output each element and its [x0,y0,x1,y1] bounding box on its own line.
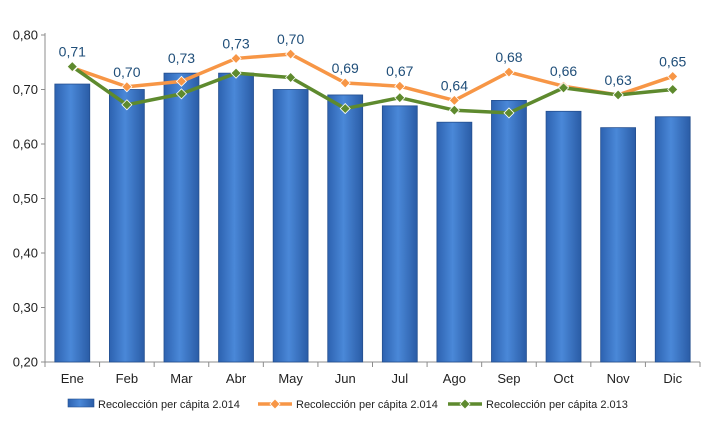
data-labels: 0,71 0,70 0,73 0,73 0,70 0,69 0,67 0,64 0,68 0,66… [59,31,687,93]
x-tick-label: Mar [170,371,193,386]
y-tick-label: 0,80 [13,28,38,43]
legend: Recolección per cápita 2.014 Recolección … [67,398,628,411]
line-point [557,82,570,94]
data-label: 0,68 [495,49,522,65]
line-point [503,66,515,78]
line-point [612,89,624,101]
x-tick-label: Abr [226,371,247,386]
x-tick-label: Jun [335,371,356,386]
y-tick-label: 0,20 [13,355,38,370]
data-label: 0,63 [605,72,632,88]
line-point [121,99,133,111]
bar [545,110,582,363]
series-line [71,52,674,103]
legend-label: Recolección per cápita 2.014 [98,399,240,411]
legend-label: Recolección per cápita 2.014 [296,399,438,411]
legend-marker [269,398,281,410]
bar [163,72,200,363]
data-label: 0,66 [550,63,577,79]
y-tick-label: 0,30 [13,300,38,315]
legend-swatch [67,398,95,408]
line-point [394,80,406,92]
data-label: 0,67 [386,63,413,79]
x-tick-label: Ene [61,371,84,386]
x-axis: Ene Feb Mar Abr May Jun Jul Ago Sep Oct Nov Dic [44,361,701,386]
data-label: 0,70 [277,31,304,47]
bar [218,72,254,363]
line-point [121,81,133,93]
bar [654,116,691,363]
y-tick-label: 0,50 [13,191,38,206]
line-point [285,71,297,84]
y-tick-label: 0,70 [13,82,38,97]
bar [600,127,636,363]
x-tick-label: Feb [116,371,138,386]
line-point [175,75,188,87]
line-point [66,61,78,73]
series-line [71,65,673,115]
data-label: 0,73 [222,35,249,51]
data-label: 0,73 [168,50,195,66]
bar [436,121,473,363]
x-tick-label: Oct [553,371,574,386]
bar-series [54,72,691,363]
data-label: 0,70 [113,64,140,80]
x-tick-label: Ago [443,371,466,386]
x-tick-label: Jul [391,371,408,386]
line-point [230,52,242,65]
line-point [339,103,351,115]
legend-marker [459,398,471,410]
x-tick-label: Sep [497,371,520,386]
line-point [503,107,515,119]
line-point [667,70,679,82]
bar [54,83,91,363]
y-tick-label: 0,40 [13,246,38,261]
bar [491,100,527,363]
x-tick-label: Nov [607,371,631,386]
line-point [667,83,679,96]
y-axis: 0,20 0,30 0,40 0,50 0,60 0,70 0,80 [13,28,46,370]
bar [272,89,309,363]
y-tick-label: 0,60 [13,137,38,152]
data-label: 0,65 [659,53,686,69]
data-label: 0,69 [332,60,359,76]
bar [109,89,145,363]
legend-label: Recolección per cápita 2.013 [486,399,628,411]
line-series [66,48,679,119]
bar [381,105,418,363]
data-label: 0,64 [441,77,468,93]
line-point [394,92,406,104]
x-tick-label: Dic [663,371,682,386]
line-point [448,104,460,116]
x-tick-label: May [278,371,303,386]
data-label: 0,71 [59,44,86,60]
line-point [285,48,297,60]
line-point [339,77,351,89]
line-point [175,88,188,100]
bar [327,94,364,363]
line-point [230,67,242,79]
